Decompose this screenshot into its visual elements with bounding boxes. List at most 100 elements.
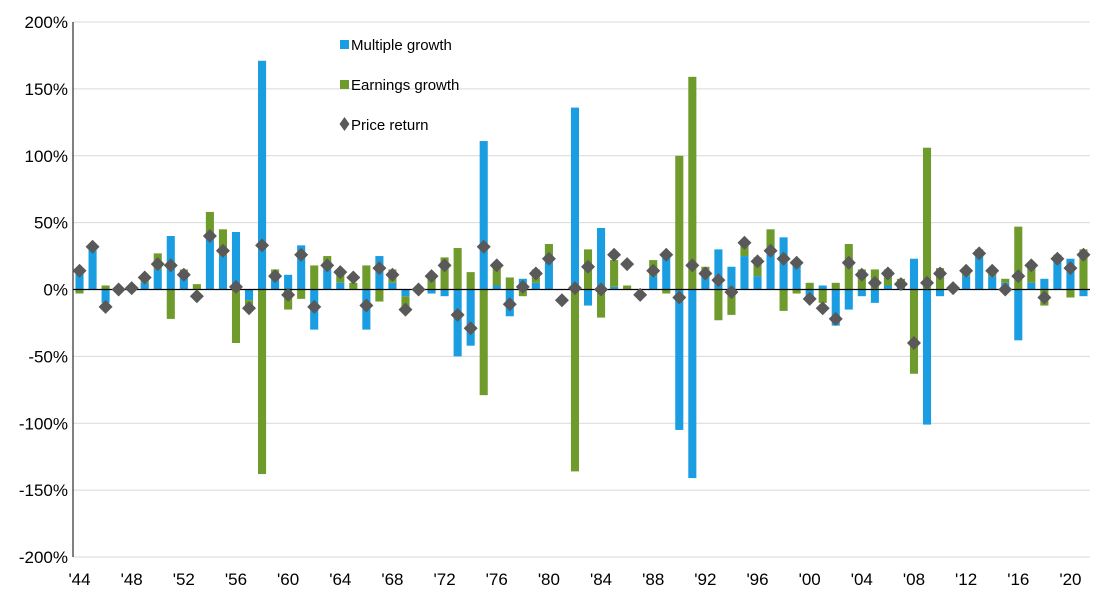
multiple-growth-bar [714,249,723,290]
multiple-growth-bar [688,289,697,479]
earnings-growth-bar [75,289,84,294]
price-return-point [815,301,830,316]
price-return-point [307,299,322,314]
x-tick-label: '72 [434,570,456,589]
price-return-point [763,243,778,258]
earnings-growth-bar [297,289,306,299]
earnings-growth-bar [779,289,788,311]
earnings-growth-bar [505,277,514,290]
earnings-growth-bar [570,289,580,472]
price-return-point [333,265,348,280]
multiple-growth-bar [440,289,449,297]
earnings-growth-bar [231,289,241,343]
multiple-growth-bar [1027,282,1036,290]
multiple-growth-bar [962,276,971,290]
price-return-point [776,251,791,266]
x-tick-label: '20 [1059,570,1081,589]
price-return-point [672,290,687,305]
earnings-growth-bar [766,229,775,250]
earnings-growth-bar [610,260,619,287]
x-tick-label: '80 [538,570,560,589]
x-tick-label: '12 [955,570,977,589]
price-return-point [620,257,635,272]
earnings-growth-bar [818,289,827,303]
multiple-growth-bar [75,269,84,290]
price-return-point [711,273,726,288]
x-tick-label: '60 [277,570,299,589]
price-return-point [581,259,596,274]
earnings-growth-bar [440,257,449,290]
earnings-growth-bar [101,285,110,290]
multiple-growth-bar [597,227,606,290]
x-tick-label: '88 [642,570,664,589]
multiple-growth-bar [870,289,879,303]
multiple-growth-bar [1040,278,1049,290]
price-return-point [189,289,204,304]
price-return-point [137,270,152,285]
earnings-growth-bar [688,76,697,290]
earnings-growth-bar [375,289,384,302]
multiple-growth-bar [662,256,671,290]
price-return-point [946,281,961,296]
multiple-growth-bar [675,289,684,430]
price-return-point [489,258,504,273]
price-return-point [281,287,296,302]
x-tick-label: '56 [225,570,247,589]
price-return-point [437,258,452,273]
price-return-point [541,251,556,266]
price-return-point [841,255,856,270]
multiple-growth-bar [883,285,892,290]
legend-swatch-earnings-growth [340,80,349,89]
earnings-growth-bar [623,285,632,290]
legend-label-multiple-growth: Multiple growth [351,37,452,54]
price-return-point [685,258,700,273]
multiple-growth-bar [453,289,462,357]
price-return-point [567,281,582,296]
price-return-point [202,229,217,243]
price-return-point [528,266,543,281]
multiple-growth-bar [792,262,801,290]
multiple-growth-bar [479,141,488,290]
x-tick-label: '76 [486,570,508,589]
price-return-point [880,266,895,281]
x-tick-label: '84 [590,570,612,589]
earnings-growth-bar [1014,226,1023,290]
price-return-point [1050,251,1065,266]
price-return-point [893,277,908,292]
multiple-growth-bar [936,289,945,297]
multiple-growth-bar [231,231,241,290]
earnings-growth-bar [675,155,684,290]
x-tick-label: '52 [173,570,195,589]
multiple-growth-bar [831,289,840,326]
price-return-point [85,239,100,254]
multiple-growth-bar [258,60,267,290]
price-return-point [242,301,257,316]
earnings-growth-bar [453,248,462,290]
multiple-growth-bar [140,282,149,290]
multiple-growth-bar [153,269,162,290]
multiple-growth-bar [531,282,540,290]
x-tick-label: '48 [121,570,143,589]
earnings-growth-bar [922,147,932,290]
y-tick-label: 0% [43,281,68,300]
price-return-point [372,261,387,276]
earnings-growth-bar [1066,289,1075,298]
price-return-point [346,270,361,285]
price-return-point [633,287,648,302]
multiple-growth-bar [466,289,475,346]
multiple-growth-bar [922,289,932,425]
earnings-growth-bar [727,289,736,315]
price-return-point [268,269,283,284]
price-return-point [124,281,139,296]
multiple-growth-bar [401,289,410,297]
price-return-point [424,269,439,284]
price-return-point [228,279,243,294]
y-tick-label: -150% [19,481,68,500]
price-return-point [255,238,270,253]
earnings-growth-bar [909,289,919,374]
earnings-growth-bar [714,289,723,321]
earnings-growth-bar [205,211,214,236]
price-return-point [1024,258,1039,273]
price-return-point [463,321,478,336]
y-tick-label: 200% [25,13,68,32]
